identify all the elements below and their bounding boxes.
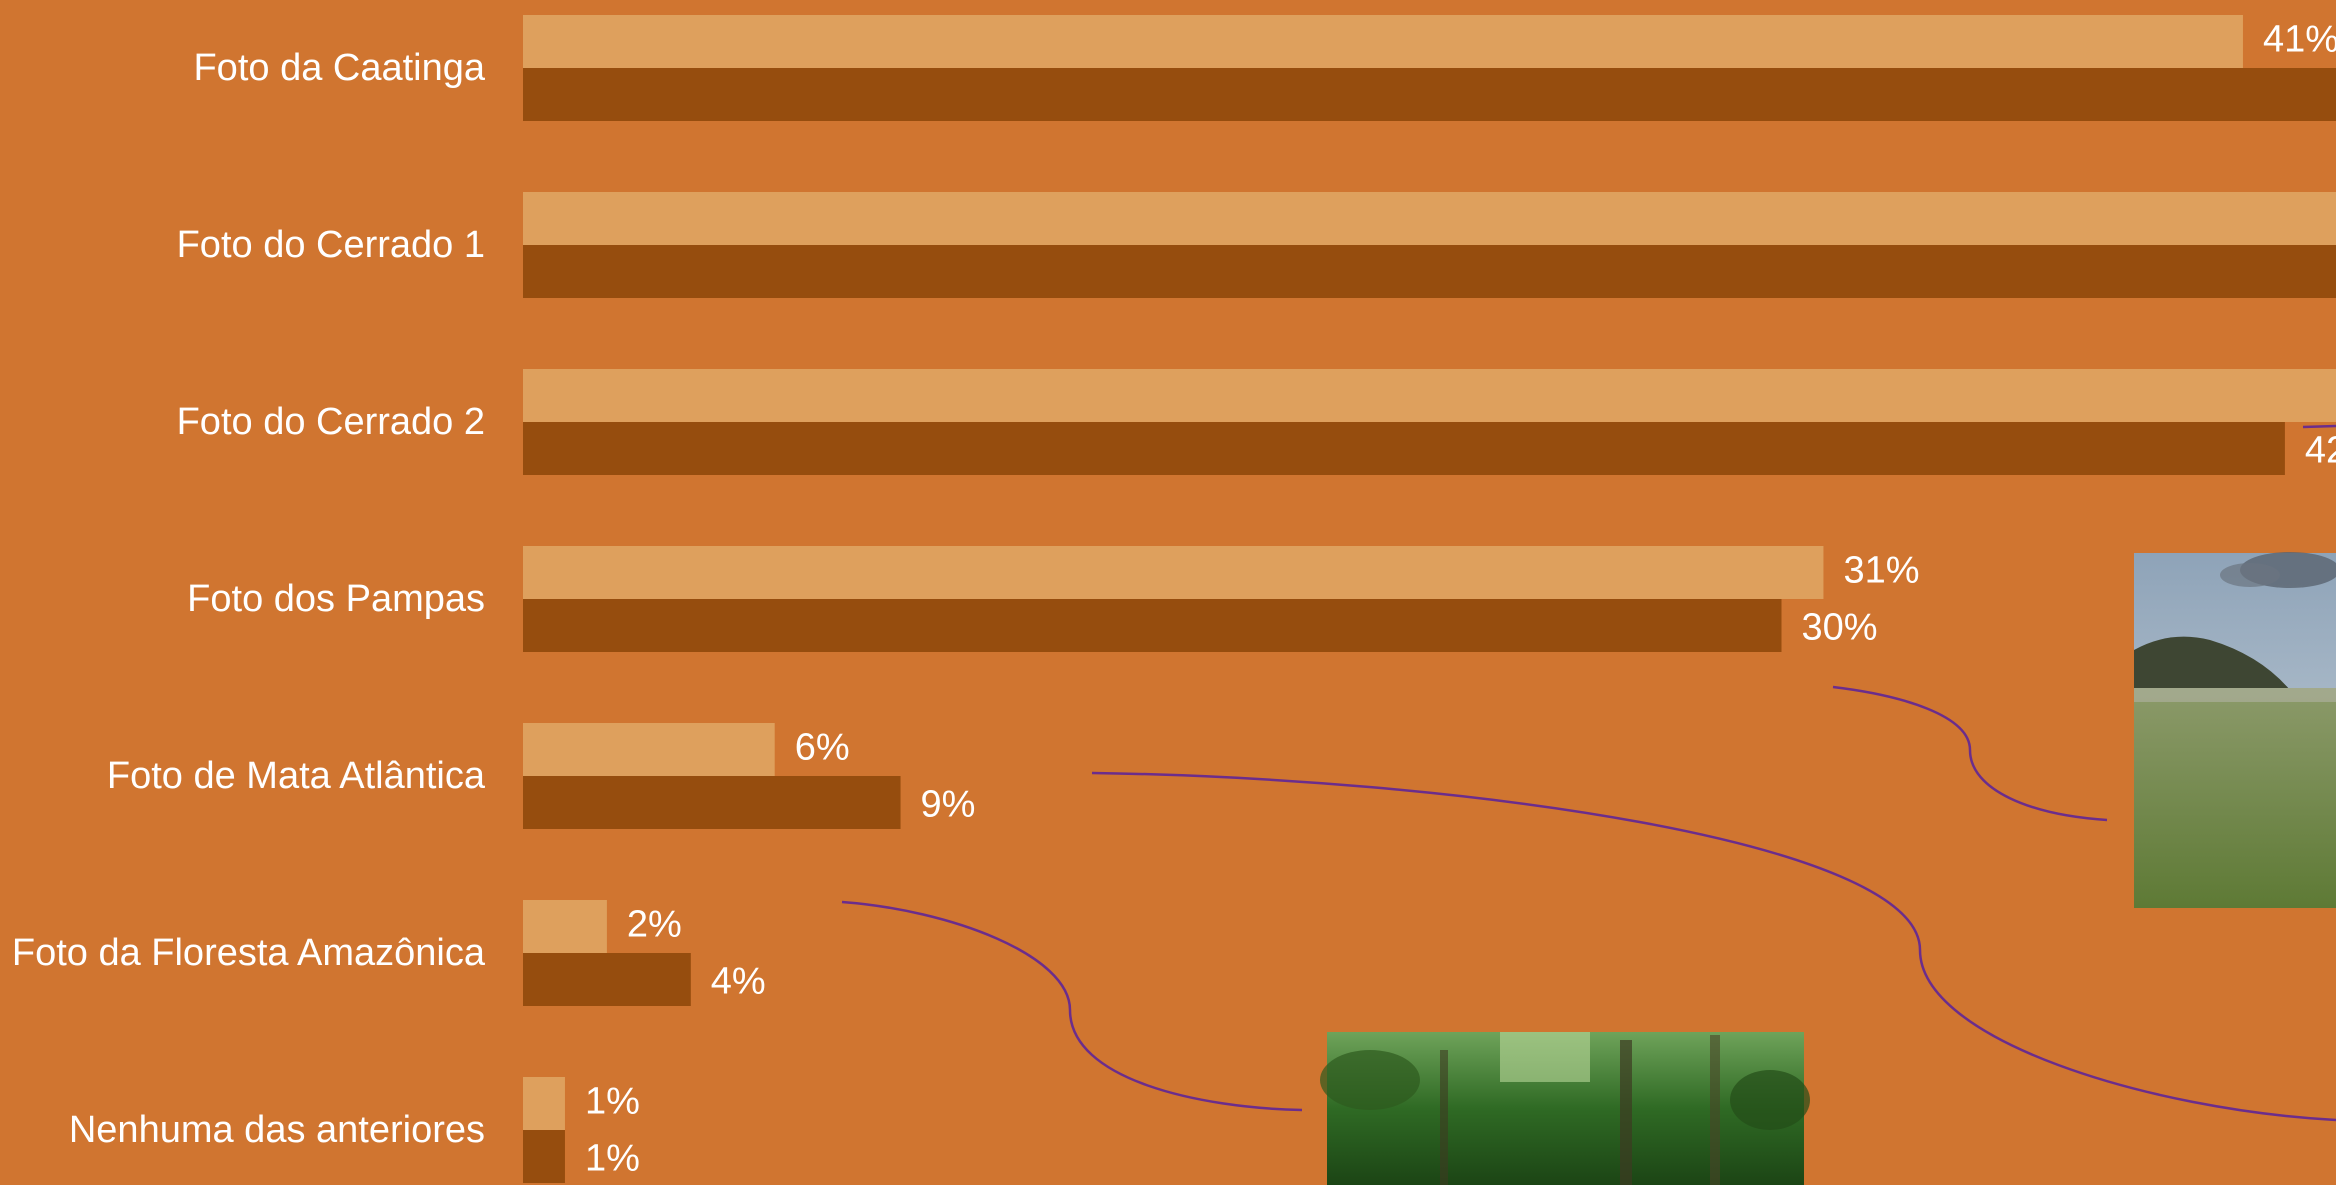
bar-series-2	[523, 1130, 565, 1183]
data-label: 31%	[1843, 550, 1919, 592]
amazon-forest-photo	[1320, 1032, 1810, 1185]
data-label: 6%	[795, 727, 850, 769]
bar-series-2	[523, 422, 2285, 475]
category-label: Nenhuma das anteriores	[69, 1109, 485, 1151]
data-label: 41%	[2263, 19, 2336, 61]
bar-series-1	[523, 15, 2243, 68]
data-label: 42%	[2305, 430, 2336, 472]
leader-line-pampas	[1832, 685, 2108, 822]
category-label: Foto do Cerrado 1	[177, 224, 485, 266]
bar-series-2	[523, 245, 2336, 298]
category-label: Foto de Mata Atlântica	[107, 755, 486, 797]
bar-series-1	[523, 192, 2336, 245]
bar-series-1	[523, 546, 1824, 599]
bar-series-2	[523, 599, 1782, 652]
data-label: 30%	[1802, 607, 1878, 649]
leader-line-amazonia	[841, 900, 1303, 1112]
bar-series-1	[523, 723, 775, 776]
category-label: Foto da Floresta Amazônica	[12, 932, 486, 974]
category-label: Foto do Cerrado 2	[177, 401, 485, 443]
bar-series-2	[523, 68, 2336, 121]
leader-lines	[841, 424, 2336, 1122]
data-label: 4%	[711, 961, 766, 1003]
data-label: 2%	[627, 904, 682, 946]
bar-series-1	[523, 900, 607, 953]
data-label: 1%	[585, 1138, 640, 1180]
pampas-photo	[2134, 552, 2336, 908]
bar-series-1	[523, 369, 2336, 422]
leader-line-mata-atlantica	[1091, 771, 2336, 1122]
data-label: 9%	[921, 784, 976, 826]
bar-series-2	[523, 776, 901, 829]
bar-series-2	[523, 953, 691, 1006]
data-label: 1%	[585, 1081, 640, 1123]
category-label: Foto da Caatinga	[193, 47, 485, 89]
leader-line-cerrado-2	[2302, 424, 2336, 429]
category-label: Foto dos Pampas	[187, 578, 485, 620]
bar-series-1	[523, 1077, 565, 1130]
